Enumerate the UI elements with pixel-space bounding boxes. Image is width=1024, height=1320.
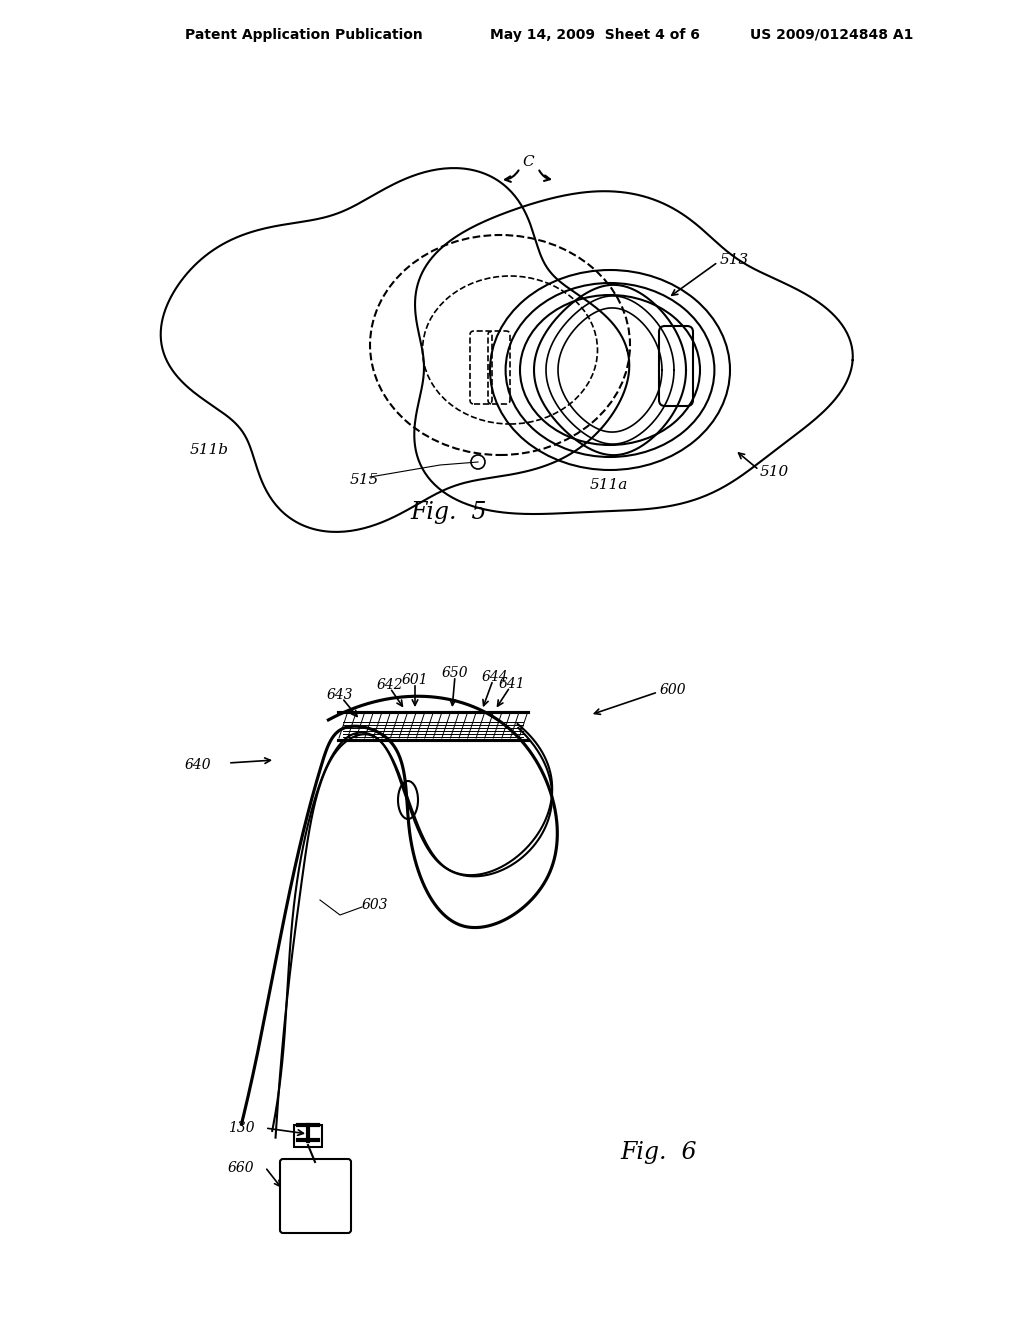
Text: 644: 644	[481, 671, 508, 684]
Text: 601: 601	[401, 673, 428, 686]
Text: 643: 643	[327, 688, 353, 702]
Text: Fig.  6: Fig. 6	[620, 1140, 696, 1163]
Text: 515: 515	[350, 473, 379, 487]
Text: 640: 640	[185, 758, 212, 772]
Text: 510: 510	[760, 465, 790, 479]
Text: 513: 513	[720, 253, 750, 267]
Text: 660: 660	[228, 1162, 255, 1175]
Text: 511b: 511b	[190, 444, 229, 457]
Text: 511a: 511a	[590, 478, 629, 492]
Text: 600: 600	[660, 682, 687, 697]
Text: US 2009/0124848 A1: US 2009/0124848 A1	[750, 28, 913, 42]
Text: 641: 641	[499, 677, 525, 690]
Text: 642: 642	[377, 678, 403, 692]
Text: 130: 130	[228, 1121, 255, 1135]
Text: May 14, 2009  Sheet 4 of 6: May 14, 2009 Sheet 4 of 6	[490, 28, 699, 42]
Text: Patent Application Publication: Patent Application Publication	[185, 28, 423, 42]
Text: Fig.  5: Fig. 5	[410, 500, 486, 524]
Text: C: C	[522, 154, 534, 169]
Text: 603: 603	[362, 898, 389, 912]
Text: 650: 650	[441, 667, 468, 680]
